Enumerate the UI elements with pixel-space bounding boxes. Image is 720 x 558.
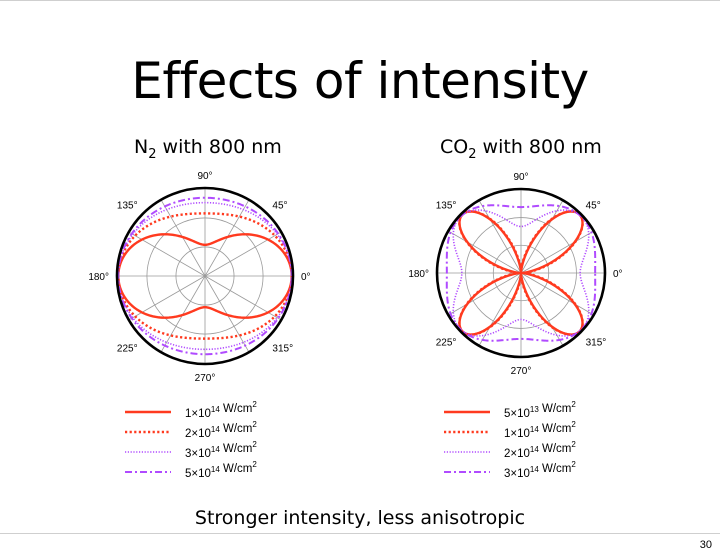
left-legend-label-2: 2×1014 W/cm2 <box>185 420 257 440</box>
right-outer-circle <box>435 187 607 359</box>
slide-top-edge <box>0 0 720 1</box>
right-angle-label-90: 90° <box>513 172 528 183</box>
right-legend-label-4: 3×1014 W/cm2 <box>504 460 576 480</box>
right-grid-spoke <box>478 200 522 274</box>
left-angle-label-270: 270° <box>195 373 216 384</box>
right-grid-spoke <box>520 230 594 274</box>
right-angle-label-180: 180° <box>408 269 429 280</box>
right-angle-label-0: 0° <box>613 269 623 280</box>
left-polar-chart: 0° 45° 90° 135° 180° 225° 270° 315° 1×1014 W/cm2… <box>88 171 310 480</box>
left-chart-title-main: N <box>134 136 149 158</box>
right-angle-label-135: 135° <box>436 200 457 211</box>
left-legend-label-1: 1×1014 W/cm2 <box>185 400 257 420</box>
right-angle-label-315: 315° <box>586 338 607 349</box>
left-chart-title-rest: with 800 nm <box>156 136 282 158</box>
right-angle-label-270: 270° <box>511 366 532 377</box>
right-chart-title-sub: 2 <box>468 146 477 162</box>
left-angle-label-45: 45° <box>272 201 287 212</box>
left-angle-label-0: 0° <box>301 272 311 283</box>
left-angle-label-315: 315° <box>272 343 293 354</box>
slide-title: Effects of intensity <box>131 52 589 110</box>
right-polar-chart: 0° 45° 90° 135° 180° 225° 270° 315° 5×1013 W/cm2… <box>408 172 622 480</box>
right-chart-title-rest: with 800 nm <box>476 136 602 158</box>
right-legend-label-3: 2×1014 W/cm2 <box>504 440 576 460</box>
left-grid-spoke <box>204 275 282 321</box>
right-chart-title-main: CO <box>440 136 469 158</box>
right-grid-spoke <box>448 272 522 316</box>
page-number: 30 <box>699 539 712 551</box>
right-angle-label-225: 225° <box>436 338 457 349</box>
left-outer-circle <box>115 186 295 366</box>
left-legend-label-4: 5×1014 W/cm2 <box>185 460 257 480</box>
slide-bottom-edge <box>0 533 720 534</box>
right-series-3-curve <box>452 209 590 337</box>
right-chart-title: CO2 with 800 nm <box>440 136 602 162</box>
left-legend-label-3: 3×1014 W/cm2 <box>185 440 257 460</box>
left-angle-label-90: 90° <box>197 171 212 182</box>
left-series-4-curve <box>117 196 293 356</box>
left-chart-title: N2 with 800 nm <box>134 136 282 162</box>
left-grid-spoke <box>128 275 206 321</box>
right-grid-spoke <box>520 200 564 274</box>
right-grid-spoke <box>478 272 522 346</box>
left-chart-title-sub: 2 <box>148 146 157 162</box>
right-series-4-curve <box>445 204 597 342</box>
right-grid-spoke <box>520 272 594 316</box>
left-grid-spoke <box>204 231 282 277</box>
right-grid-spoke <box>448 230 522 274</box>
right-angle-label-45: 45° <box>586 200 601 211</box>
left-angle-label-135: 135° <box>117 201 138 212</box>
right-legend-label-2: 1×1014 W/cm2 <box>504 420 576 440</box>
left-angle-label-180: 180° <box>88 272 109 283</box>
left-grid-spoke <box>128 231 206 277</box>
right-legend-label-1: 5×1013 W/cm2 <box>504 400 576 420</box>
left-angle-label-225: 225° <box>117 343 138 354</box>
right-series-2-curve <box>458 210 584 336</box>
right-grid-spoke <box>520 272 564 346</box>
slide-caption: Stronger intensity, less anisotropic <box>194 507 526 529</box>
